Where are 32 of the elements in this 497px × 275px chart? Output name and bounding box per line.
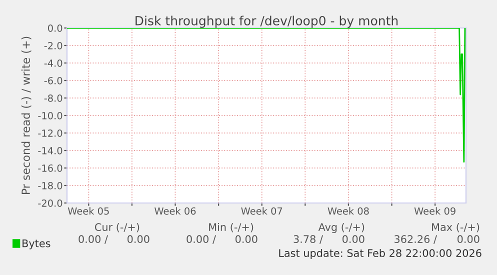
text: Max (-/+) [432, 222, 480, 232]
text: 0.00 [457, 235, 480, 244]
text: Min (-/+) [209, 222, 254, 232]
chart-title: Disk throughput for /dev/loop0 - by month [136, 16, 398, 28]
text: 0.00 [235, 235, 258, 244]
y-axis-title: Pr second read (-) / write (+) [21, 36, 32, 194]
x-tick-label: Week 05 [68, 207, 109, 215]
text: 362.26 / [394, 235, 437, 244]
y-tick-label: -6.0 [44, 76, 62, 84]
text: Cur (-/+) [94, 222, 140, 232]
x-tick-label: Week 06 [154, 207, 196, 215]
y-tick-label: 0.0 [48, 24, 62, 32]
text: 0.00 / [186, 235, 216, 244]
y-tick-label: -16.0 [38, 164, 62, 172]
text: 3.78 / [294, 235, 323, 244]
y-tick-label: -10.0 [38, 112, 62, 120]
legend-label: Bytes [22, 240, 50, 250]
y-tick-label: -8.0 [44, 94, 62, 102]
y-tick-label: -12.0 [38, 129, 62, 137]
y-tick-label: -2.0 [44, 42, 62, 50]
text: 0.00 [127, 235, 150, 244]
text: 0.00 / [78, 235, 108, 244]
text: Avg (-/+) [318, 222, 364, 234]
x-tick-label: Week 09 [414, 207, 456, 215]
x-tick-label: Week 07 [241, 207, 282, 215]
y-tick-label: -4.0 [44, 59, 62, 67]
y-tick-label: -20.0 [38, 199, 62, 207]
x-tick-label: Week 08 [328, 207, 369, 215]
y-tick-label: -14.0 [38, 146, 62, 154]
text: Last update: Sat Feb 28 22:00:00 2026 [279, 248, 482, 260]
text: 0.00 [342, 235, 364, 244]
y-tick-label: -18.0 [38, 182, 62, 190]
